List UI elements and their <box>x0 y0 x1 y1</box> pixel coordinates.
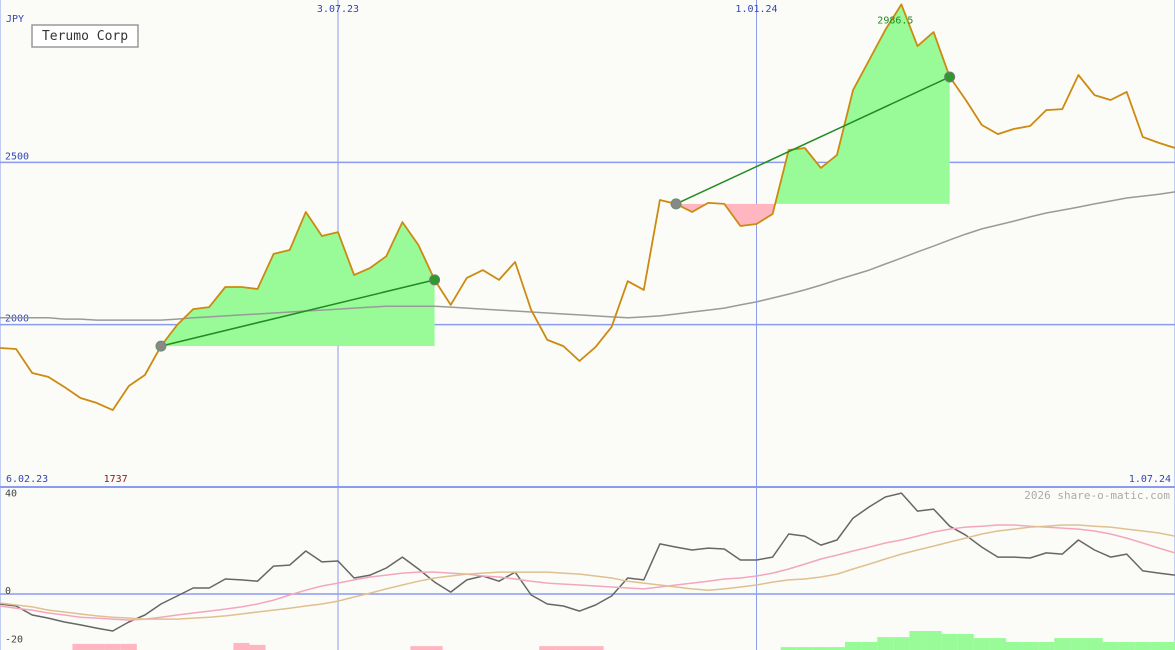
histogram-bar <box>893 637 910 650</box>
histogram-bar <box>1086 638 1103 650</box>
histogram-bar <box>861 641 878 650</box>
histogram-bar <box>812 647 829 650</box>
x-tick-label: 1.07.24 <box>1129 474 1171 485</box>
histogram-bar <box>925 631 942 650</box>
histogram-bar <box>1054 638 1071 650</box>
histogram-bar <box>1022 641 1039 650</box>
histogram-bar <box>1038 641 1055 650</box>
y-tick-label: 40 <box>5 489 17 500</box>
x-tick-label: 1.01.24 <box>735 4 777 15</box>
histogram-bar <box>571 646 588 650</box>
annotation: 2986.5 <box>877 15 913 26</box>
x-tick-label: 6.02.23 <box>6 474 48 485</box>
histogram-bar <box>426 646 443 650</box>
histogram-bar <box>587 646 604 650</box>
histogram-bar <box>845 641 862 650</box>
trade-loss-area <box>676 203 950 226</box>
histogram-bar <box>555 646 572 650</box>
x-tick-label: 3.07.23 <box>317 4 359 15</box>
trade-line <box>160 279 435 347</box>
histogram-bar <box>1134 641 1151 650</box>
histogram-bar <box>796 647 813 650</box>
y-tick-label: 0 <box>5 586 11 597</box>
histogram-bar <box>780 647 797 650</box>
histogram-bar <box>989 638 1006 650</box>
trade-exit <box>944 71 956 83</box>
histogram-bar <box>410 646 427 650</box>
histogram-bar <box>1005 641 1023 650</box>
series-line <box>0 3 1175 411</box>
histogram-bar <box>909 631 926 650</box>
chart-title: Terumo Corp <box>42 29 128 44</box>
series-line <box>0 492 1175 632</box>
y-tick-label: 2000 <box>5 314 29 325</box>
histogram-bar <box>1150 641 1167 650</box>
histogram-bar <box>539 646 556 650</box>
trade-entry <box>155 340 167 352</box>
histogram-bar <box>233 642 250 650</box>
histogram-bar <box>1166 641 1175 650</box>
title-box <box>31 24 139 48</box>
histogram-bar <box>72 643 89 650</box>
y-tick-label: 2500 <box>5 151 29 162</box>
histogram-bar <box>941 633 958 650</box>
histogram-bar <box>973 638 990 650</box>
series-line <box>0 524 1175 621</box>
histogram-bar <box>104 643 121 650</box>
series-line <box>0 524 1175 620</box>
histogram-bar <box>120 643 137 650</box>
trade-gain-area <box>160 212 435 347</box>
trade-entry <box>670 198 682 210</box>
y-tick-label: -20 <box>5 635 23 646</box>
histogram-bar <box>249 644 266 650</box>
trade-gain-area <box>676 4 950 204</box>
histogram-bar <box>877 637 894 650</box>
histogram-bar <box>1118 641 1135 650</box>
histogram-bar <box>88 643 105 650</box>
histogram-bar <box>1070 638 1087 650</box>
histogram-bar <box>957 633 974 650</box>
trade-line <box>675 76 950 205</box>
trade-exit <box>429 274 441 286</box>
annotation: 1737 <box>104 474 128 485</box>
series-line <box>0 191 1175 321</box>
y-axis-label: JPY <box>6 14 24 25</box>
histogram-bar <box>828 647 846 650</box>
source: 2026 share-o-matic.com <box>1024 489 1170 502</box>
histogram-bar <box>1102 641 1119 650</box>
